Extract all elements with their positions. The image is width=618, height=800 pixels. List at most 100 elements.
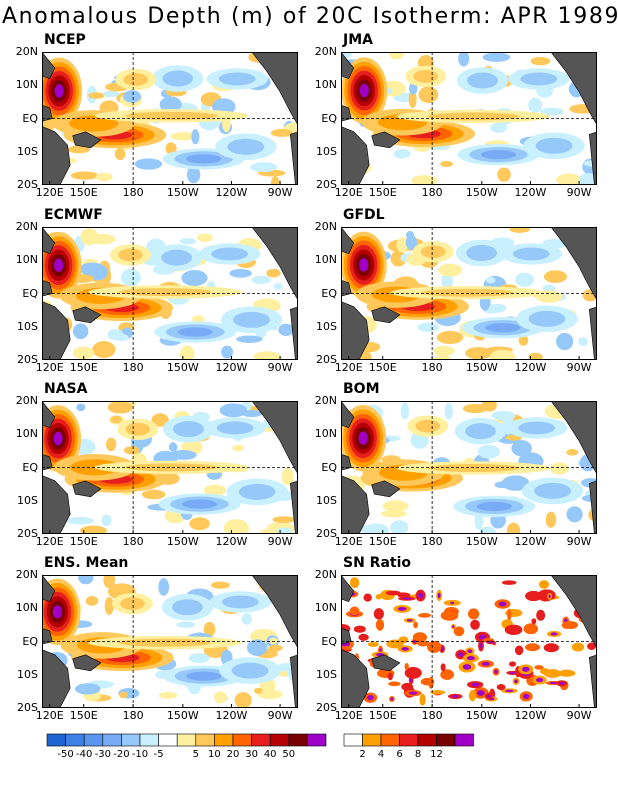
map-plot	[42, 227, 298, 360]
colorbar-swatch	[362, 733, 382, 747]
latitude-label: EQ	[321, 634, 337, 648]
longitude-label: 150E	[368, 709, 397, 722]
map-plot	[341, 575, 597, 708]
map-panel	[341, 401, 597, 534]
longitude-label: 120E	[35, 361, 64, 374]
map-panel	[42, 401, 298, 534]
latitude-label: 20N	[15, 45, 38, 58]
longitude-label: 120W	[215, 186, 248, 199]
longitude-label: 150W	[166, 535, 199, 548]
latitude-label: 10N	[314, 427, 337, 441]
colorbar-swatch	[399, 733, 419, 747]
latitude-label: 20N	[314, 394, 337, 407]
latitude-label: 10S	[316, 319, 337, 333]
colorbar-label: 20	[226, 749, 240, 760]
longitude-label: 120W	[514, 361, 547, 374]
colorbar-swatch	[251, 733, 271, 747]
longitude-label: 180	[122, 361, 144, 374]
colorbar-swatch	[454, 733, 474, 747]
longitude-label: 120E	[334, 535, 363, 548]
panel-label: ECMWF	[44, 207, 103, 223]
longitude-label: 90W	[566, 361, 592, 374]
latitude-label: EQ	[321, 460, 337, 474]
colorbar-swatch	[288, 733, 308, 747]
colorbar-swatch	[102, 733, 122, 747]
latitude-label: EQ	[321, 286, 337, 300]
longitude-label: 120E	[35, 709, 64, 722]
colorbar-swatch	[269, 733, 290, 747]
longitude-label: 180	[421, 361, 443, 374]
longitude-label: 150W	[166, 186, 199, 199]
latitude-label: 20S	[17, 701, 38, 714]
latitude-label: 10N	[15, 427, 38, 441]
map-plot	[42, 52, 298, 185]
longitude-label: 180	[421, 186, 443, 199]
longitude-label: 120E	[35, 535, 64, 548]
latitude-label: 20N	[314, 568, 337, 581]
latitude-label: 10N	[15, 601, 38, 615]
latitude-label: 10N	[15, 253, 38, 267]
panel-label: GFDL	[343, 207, 385, 223]
longitude-label: 120E	[334, 361, 363, 374]
colorbar-label: 50	[282, 749, 296, 760]
map-panel	[341, 575, 597, 708]
colorbar-label: -20	[113, 749, 130, 760]
colorbar-label: -5	[153, 749, 164, 760]
longitude-label: 180	[122, 186, 144, 199]
colorbar-swatch	[158, 733, 178, 747]
longitude-label: 90W	[566, 186, 592, 199]
panel-label: NASA	[44, 381, 88, 397]
colorbar-swatch	[46, 733, 66, 747]
longitude-label: 180	[421, 535, 443, 548]
panel-label: ENS. Mean	[44, 555, 129, 571]
map-panel	[42, 52, 298, 185]
longitude-label: 120E	[334, 709, 363, 722]
map-plot	[341, 227, 597, 360]
longitude-label: 150E	[368, 535, 397, 548]
longitude-label: 150W	[465, 361, 498, 374]
colorbar-label: -10	[131, 749, 149, 760]
latitude-label: 20S	[316, 527, 337, 540]
latitude-label: 20S	[17, 527, 38, 540]
colorbar-label: 5	[192, 749, 199, 760]
latitude-label: 10N	[314, 601, 337, 615]
map-plot	[341, 401, 597, 534]
longitude-label: 150W	[465, 535, 498, 548]
latitude-label: 10N	[15, 78, 38, 92]
colorbar-label: 30	[245, 749, 258, 760]
colorbar-label: -30	[94, 749, 111, 760]
colorbar-swatch	[195, 733, 215, 747]
longitude-label: 120W	[514, 709, 547, 722]
colorbar-label: 6	[396, 749, 403, 760]
latitude-label: 10S	[17, 319, 38, 333]
latitude-label: 10S	[316, 493, 337, 507]
latitude-label: 10S	[17, 144, 38, 158]
longitude-label: 120W	[514, 186, 547, 199]
latitude-label: 20S	[316, 701, 337, 714]
colorbar-label: -50	[57, 749, 74, 760]
latitude-label: 20N	[314, 45, 337, 58]
colorbar-swatch	[307, 733, 327, 747]
map-plot	[341, 52, 597, 185]
panel-label: JMA	[343, 32, 373, 48]
colorbar-swatch	[65, 733, 85, 747]
map-panel	[341, 227, 597, 360]
longitude-label: 150E	[69, 361, 98, 374]
longitude-label: 90W	[267, 186, 293, 199]
latitude-label: EQ	[22, 286, 38, 300]
latitude-label: 10N	[314, 253, 337, 267]
colorbar-swatches	[343, 733, 474, 747]
latitude-label: 20S	[17, 178, 38, 191]
colorbar-swatch	[139, 733, 159, 747]
latitude-label: 20N	[314, 220, 337, 233]
latitude-label: 20N	[15, 394, 38, 407]
latitude-label: 10S	[316, 144, 337, 158]
colorbar-swatch	[417, 733, 437, 747]
latitude-label: 20S	[316, 178, 337, 191]
colorbar-swatch	[83, 733, 104, 747]
map-plot	[42, 401, 298, 534]
longitude-label: 120W	[215, 361, 248, 374]
colorbar-swatch	[343, 733, 363, 747]
map-panel	[42, 227, 298, 360]
colorbar-swatches	[46, 733, 327, 747]
